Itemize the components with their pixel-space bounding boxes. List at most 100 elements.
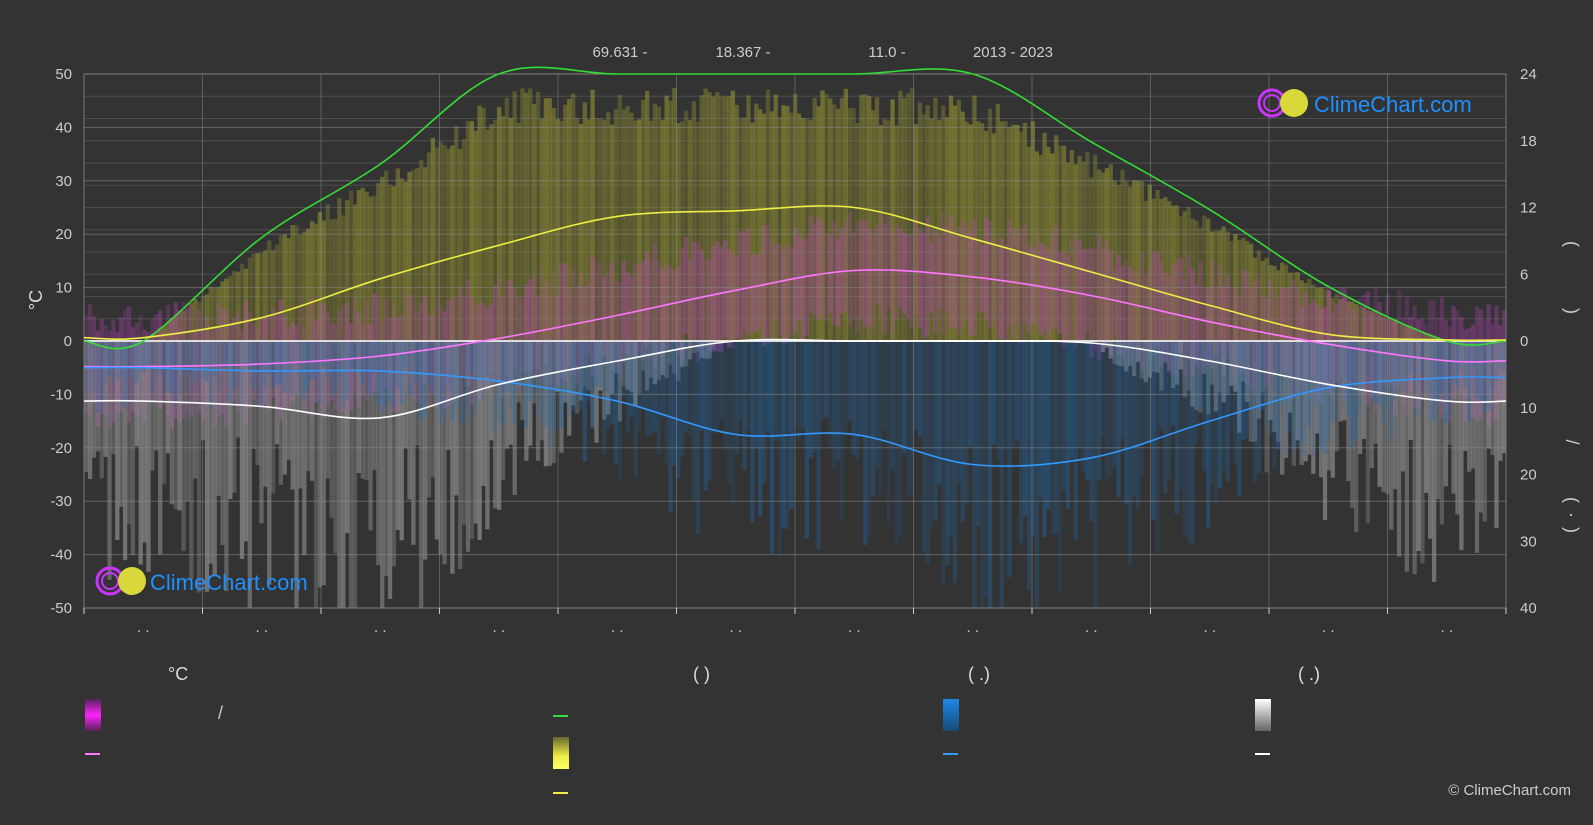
snow-day-bar [1404,341,1410,572]
rain-day-bar [259,341,264,408]
snow-day-bar [1186,341,1191,391]
daylight-day-bar [1100,172,1106,341]
snow-day-bar [247,341,252,608]
rain-day-bar [1151,341,1156,520]
logo-bottom-left[interactable]: ClimeChart.com [95,566,308,596]
logo-top-right[interactable]: ClimeChart.com [1257,88,1472,118]
snow-day-bar [637,341,642,394]
rain-day-bar [1470,341,1476,373]
rain-day-bar [360,341,365,386]
snow-day-bar [1416,341,1421,551]
daylight-day-bar [590,89,595,341]
daylight-day-bar [1416,330,1421,341]
temperature-day-bar [606,269,611,359]
temperature-day-bar [843,221,848,312]
snow-day-bar [1291,341,1297,466]
daylight-day-bar [594,118,599,341]
snow-day-bar [407,341,412,500]
legend-label-temp-range: / [218,703,224,723]
snow-day-bar [200,341,206,441]
daylight-day-bar [695,121,700,341]
y-right-tick-labels: 24 18 12 6 0 10 20 30 40 [1520,66,1537,617]
daylight-day-bar [703,88,708,341]
temperature-day-bar [890,231,895,335]
snow-day-bar [1377,341,1382,487]
snow-day-bar [181,341,186,552]
rain-day-bar [1085,341,1090,481]
rain-day-bar [902,341,907,453]
daylight-day-bar [341,215,346,341]
daylight-day-bar [699,95,704,341]
daylight-day-bar [606,112,611,341]
rain-day-bar [929,341,934,530]
daylight-day-bar [824,93,829,341]
snow-day-bar [606,341,611,415]
snow-day-bar [345,341,350,534]
rain-day-bar [574,341,580,401]
temperature-day-bar [1073,233,1078,348]
daylight-day-bar [1408,325,1413,341]
daylight-day-bar [500,116,506,341]
temperature-day-bar [582,286,587,365]
x-tick-label: . . [1440,619,1453,636]
rain-day-bar [1330,341,1335,422]
snow-day-bar [1170,341,1176,388]
snow-day-bar [329,341,334,518]
temperature-day-bar [1248,287,1254,391]
daylight-day-bar [1135,180,1141,341]
snow-day-bar [165,341,171,454]
daylight-day-bar [1264,257,1269,341]
daylight-day-bar [158,327,163,341]
temperature-day-bar [419,302,424,406]
daylight-day-bar [508,117,513,342]
snow-day-bar [1229,341,1234,386]
snow-day-bar [1342,341,1347,421]
snow-day-bar [660,341,665,376]
temperature-day-bar [119,317,124,412]
temperature-day-bar [376,294,381,394]
snow-day-bar [570,341,576,405]
y-left-axis-label: °C [26,290,46,310]
rain-day-bar [789,341,794,510]
temperature-day-bar [867,228,872,326]
legend-swatch-sunshine-avg [553,792,568,794]
rain-day-bar [859,341,864,437]
snow-day-bar [1299,341,1304,466]
rain-day-bar [1128,341,1133,566]
temperature-day-bar [648,259,654,359]
rain-day-bar [181,341,186,373]
snow-day-bar [1334,341,1339,452]
snow-day-bar [446,341,451,450]
rain-day-bar [906,341,911,498]
temperature-day-bar [968,231,973,336]
rain-day-bar [983,341,989,597]
temperature-day-bar [130,327,136,411]
daylight-day-bar [458,149,463,341]
daylight-day-bar [582,102,587,341]
daylight-day-bar [1015,124,1020,342]
snow-day-bar [387,341,393,599]
temperature-day-bar [1131,271,1137,347]
daylight-day-bar [777,116,782,342]
rain-day-bar [944,341,950,566]
rain-day-bar [691,341,697,502]
rain-day-bar [1502,341,1507,372]
temperature-day-bar [489,304,494,374]
temperature-day-bar [1139,251,1145,371]
daylight-day-bar [1319,287,1324,341]
daylight-day-bar [773,94,778,341]
snow-day-bar [216,341,221,496]
daylight-day-bar [602,119,607,341]
daylight-day-bar [847,108,852,341]
series-line-daylight [83,66,1507,350]
x-tick-label: . . [1322,619,1335,636]
rain-day-bar [874,341,880,469]
snow-day-bar [711,341,716,350]
snow-day-bar [539,341,545,441]
snow-day-bar [687,341,693,360]
snow-day-bar [567,341,572,436]
rain-day-bar [968,341,973,447]
snow-day-bar [1315,341,1320,434]
rain-day-bar [1244,341,1250,439]
legend-swatch-daylight [553,715,568,717]
